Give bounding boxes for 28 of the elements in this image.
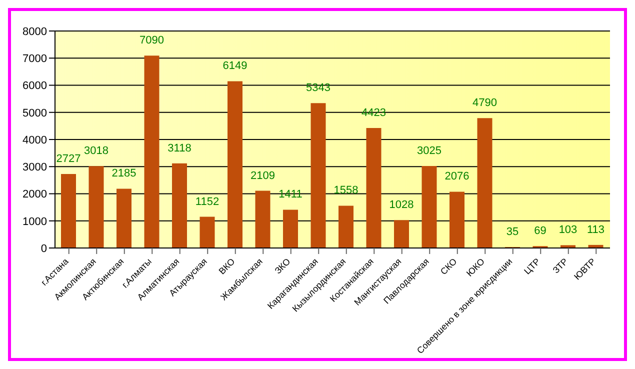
data-label: 7090 (140, 34, 164, 47)
y-tick-label: 3000 (22, 162, 47, 174)
y-tick-label: 7000 (22, 53, 47, 66)
y-tick-label: 0 (40, 242, 47, 255)
data-label: 3025 (417, 144, 442, 157)
data-label: 4790 (472, 97, 497, 110)
data-label: 5343 (306, 82, 330, 94)
x-tick-label: СКО (438, 256, 459, 277)
y-tick-label: 6000 (22, 80, 47, 92)
data-label: 3118 (168, 142, 192, 154)
y-tick-label: 8000 (22, 26, 47, 38)
y-tick-label: 4000 (22, 134, 47, 146)
y-tick-label: 2000 (22, 188, 47, 201)
data-label: 1028 (389, 199, 414, 212)
data-label: 6149 (222, 60, 248, 72)
data-label: 69 (534, 225, 546, 238)
data-label: 1152 (195, 196, 220, 208)
data-label: 103 (558, 224, 578, 236)
data-label: 2185 (112, 168, 136, 180)
x-tick-label: ЗТР (550, 256, 570, 276)
y-tick-label: 1000 (22, 216, 47, 228)
data-label: 35 (506, 226, 519, 238)
y-tick-label: 5000 (22, 107, 47, 120)
data-label: 2109 (250, 170, 275, 182)
data-label: 3018 (84, 145, 108, 158)
data-label: 113 (586, 224, 605, 236)
data-label: 2727 (56, 153, 81, 166)
data-label: 2076 (444, 170, 470, 183)
